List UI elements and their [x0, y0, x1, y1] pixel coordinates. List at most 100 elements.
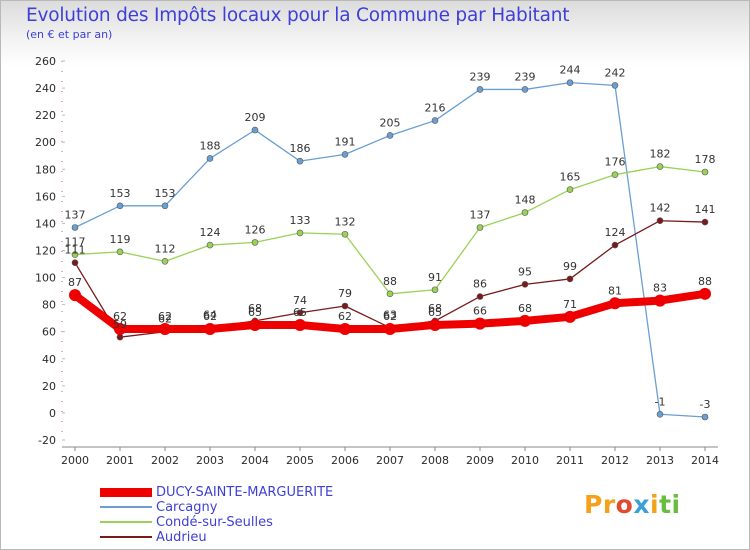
data-point-1-2: [161, 202, 169, 210]
value-label-1-0: 137: [65, 208, 86, 221]
x-tick-label: 2012: [601, 454, 629, 467]
value-labels: 87 62 62 62 65 65 62 62 65 66 68 71 81 83 88 137 153 153 1…: [65, 64, 716, 411]
value-label-3-1: 59: [113, 318, 127, 331]
proxiti-logo: Proxiti: [584, 490, 681, 519]
value-label-1-5: 186: [290, 142, 311, 155]
y-tick-label: 120: [35, 245, 56, 258]
value-label-1-3: 188: [200, 139, 221, 152]
data-point-3-5: [296, 309, 304, 317]
value-label-2-12: 176: [605, 156, 626, 169]
data-point-0-7: [384, 323, 396, 336]
value-label-3-9: 86: [473, 278, 487, 291]
data-point-2-5: [296, 229, 304, 237]
data-point-1-0: [71, 224, 79, 231]
data-point-0-9: [474, 317, 486, 330]
data-point-2-7: [386, 290, 394, 298]
x-tick-label: 2006: [331, 454, 359, 467]
x-tick-label: 2008: [421, 454, 449, 467]
value-label-1-7: 205: [380, 116, 401, 129]
value-label-2-2: 112: [155, 242, 176, 255]
value-label-3-8: 68: [428, 302, 442, 315]
x-tick-label: 2010: [511, 454, 539, 467]
value-label-0-0: 87: [68, 276, 82, 289]
x-tick-label: 2004: [241, 454, 269, 467]
value-label-3-5: 74: [293, 294, 307, 307]
value-label-1-1: 153: [110, 187, 131, 200]
value-label-3-4: 68: [248, 302, 262, 315]
data-point-2-8: [431, 286, 439, 294]
data-point-2-1: [116, 248, 124, 256]
y-tick-label: 220: [35, 109, 56, 122]
value-label-2-13: 182: [650, 148, 671, 161]
y-tick-label: 60: [42, 326, 56, 339]
data-point-1-4: [251, 126, 259, 134]
value-label-0-4: 65: [248, 306, 262, 319]
value-label-0-5: 65: [293, 306, 307, 319]
x-tick-label: 2013: [646, 454, 674, 467]
data-point-2-12: [611, 171, 619, 178]
value-label-1-9: 239: [470, 70, 491, 83]
value-label-1-6: 191: [335, 135, 356, 148]
x-tick-label: 2009: [466, 454, 494, 467]
legend: DUCY-SAINTE-MARGUERITE Carcagny Condé-sur-…: [100, 485, 400, 545]
data-point-2-4: [251, 239, 259, 246]
x-tick-label: 2005: [286, 454, 314, 467]
data-point-2-10: [521, 209, 529, 216]
data-point-0-4: [249, 318, 261, 331]
value-label-0-6: 62: [338, 310, 352, 323]
value-label-3-14: 141: [695, 203, 716, 216]
value-label-1-11: 244: [560, 64, 581, 77]
data-point-0-2: [159, 323, 171, 336]
value-label-2-10: 148: [515, 194, 536, 207]
value-label-2-9: 137: [470, 208, 491, 221]
value-label-3-12: 124: [605, 226, 626, 239]
value-label-0-10: 68: [518, 302, 532, 315]
data-point-1-7: [386, 132, 394, 139]
y-tick-label: 20: [42, 380, 56, 393]
x-tick-label: 2011: [556, 454, 584, 467]
data-point-1-10: [521, 86, 529, 93]
x-tick-label: 2002: [151, 454, 179, 467]
value-label-3-6: 79: [338, 287, 352, 300]
x-tick-label: 2000: [61, 454, 89, 467]
value-label-1-2: 153: [155, 187, 176, 200]
value-label-2-11: 165: [560, 171, 581, 184]
legend-label: Condé-sur-Seulles: [156, 515, 273, 530]
data-point-2-6: [341, 230, 349, 238]
data-point-0-6: [339, 323, 351, 336]
value-label-3-10: 95: [518, 265, 532, 278]
data-point-1-6: [341, 151, 349, 158]
value-label-3-7: 63: [383, 309, 397, 322]
legend-item: Condé-sur-Seulles: [100, 515, 400, 530]
data-point-0-3: [204, 323, 216, 336]
data-point-1-11: [566, 79, 574, 86]
value-label-0-1: 62: [113, 310, 127, 323]
y-tick-label: 140: [35, 217, 56, 230]
value-label-2-1: 119: [110, 233, 131, 246]
data-point-0-0: [69, 289, 81, 302]
data-point-3-11: [566, 275, 574, 283]
value-label-0-9: 66: [473, 305, 487, 318]
chart-subtitle: (en € et par an): [26, 28, 113, 41]
y-tick-label: 40: [42, 353, 56, 366]
legend-label: DUCY-SAINTE-MARGUERITE: [156, 485, 334, 500]
data-point-2-11: [566, 186, 574, 193]
data-point-2-3: [206, 241, 214, 249]
value-label-3-0: 111: [65, 244, 86, 257]
data-point-0-10: [519, 314, 531, 327]
data-point-1-12: [611, 82, 619, 89]
value-label-1-4: 209: [245, 111, 266, 124]
value-label-0-11: 71: [563, 298, 577, 311]
y-tick-label: -20: [38, 434, 56, 447]
value-label-2-7: 88: [383, 275, 397, 288]
series-lines: [69, 79, 711, 421]
value-label-3-3: 64: [203, 309, 217, 322]
value-label-1-13: -1: [655, 395, 666, 408]
value-label-1-8: 216: [425, 102, 446, 115]
data-point-3-12: [611, 241, 619, 249]
x-tick-label: 2003: [196, 454, 224, 467]
legend-item: DUCY-SAINTE-MARGUERITE: [100, 485, 400, 500]
legend-swatch: [100, 487, 152, 497]
x-tick-label: 2001: [106, 454, 134, 467]
